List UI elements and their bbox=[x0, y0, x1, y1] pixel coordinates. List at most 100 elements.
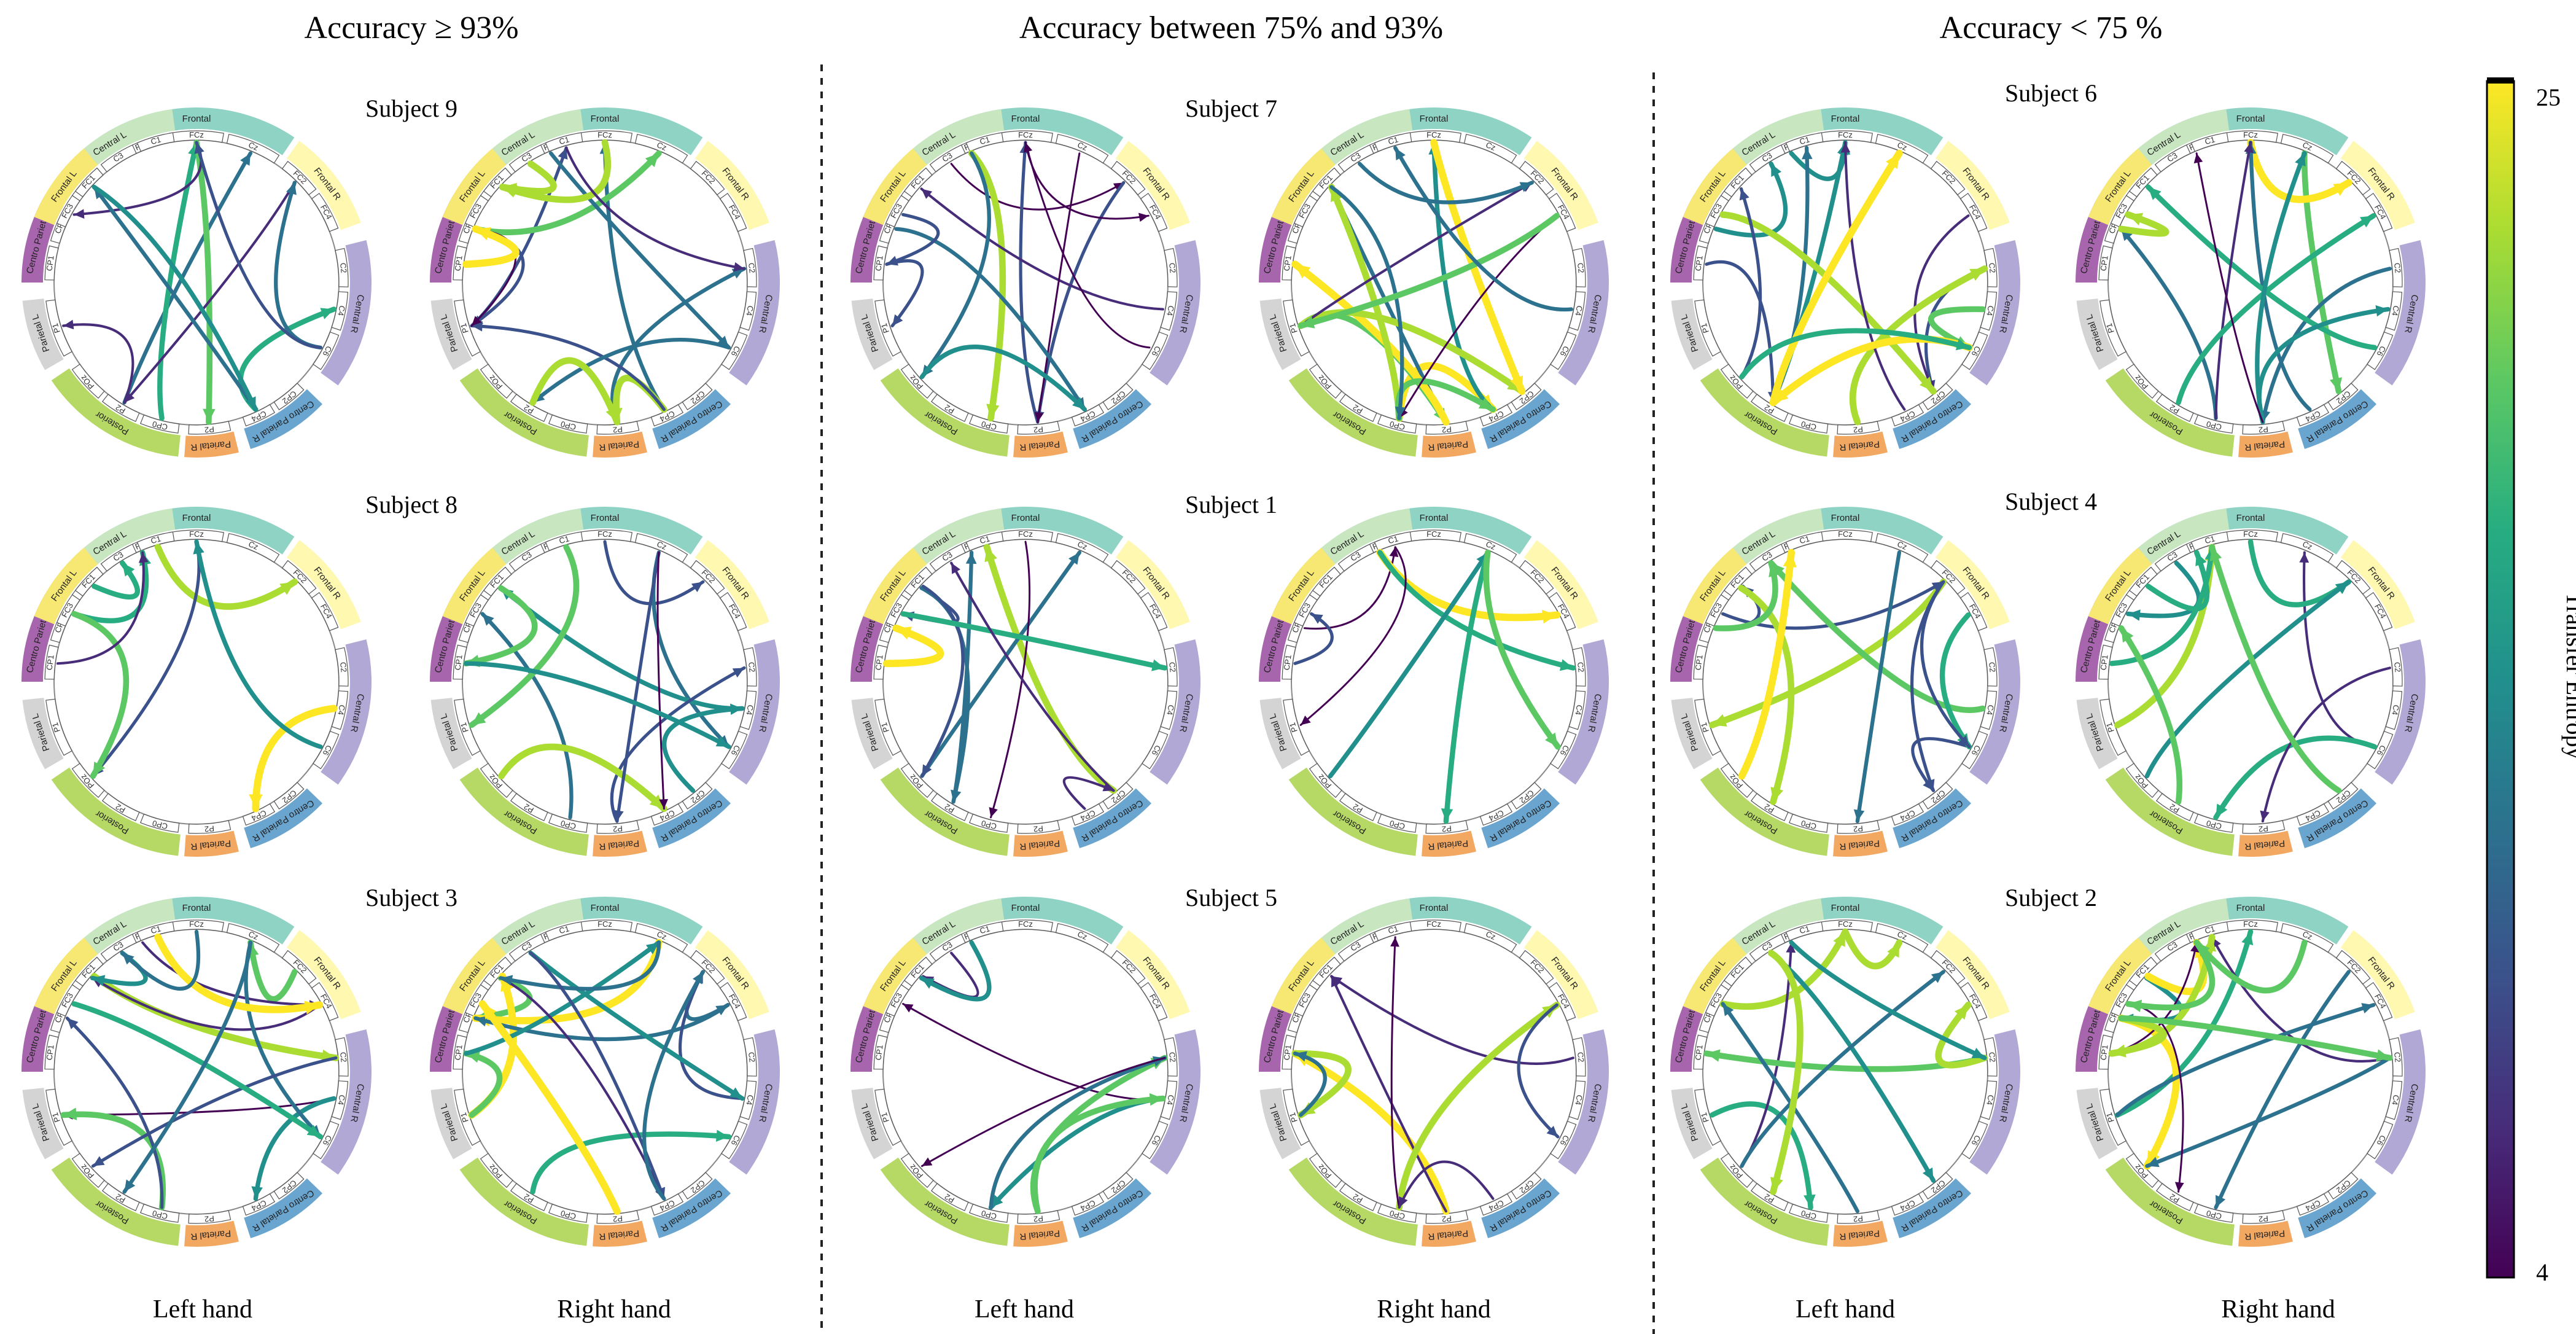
channel-label: P2 bbox=[1853, 424, 1863, 434]
connection-chord bbox=[2146, 550, 2210, 612]
channel-label: C2 bbox=[1987, 262, 1998, 273]
connection-chord bbox=[1517, 1003, 1560, 1139]
channel-box bbox=[1837, 421, 1880, 435]
channel-box bbox=[1694, 1088, 1721, 1146]
channel-label: P1 bbox=[1699, 322, 1711, 334]
connection-arrowhead bbox=[1958, 735, 1969, 747]
channel-box bbox=[2125, 763, 2159, 798]
region-band bbox=[2238, 1220, 2293, 1247]
channel-box bbox=[721, 730, 748, 770]
channel-box bbox=[1548, 192, 1576, 232]
channel-box bbox=[1723, 566, 1753, 597]
channel-box bbox=[2296, 404, 2330, 427]
connection-arrowhead bbox=[92, 975, 106, 986]
channel-label: C6 bbox=[1558, 345, 1571, 358]
channel-box bbox=[634, 922, 688, 953]
channel-label: CP1 bbox=[1693, 255, 1704, 271]
channel-box bbox=[1283, 1088, 1310, 1146]
channel-box bbox=[1749, 144, 1786, 173]
channel-label: P2 bbox=[114, 1192, 126, 1205]
channel-box bbox=[1479, 404, 1513, 427]
channel-label: P2 bbox=[1441, 424, 1452, 434]
connection-chord bbox=[920, 1056, 1166, 1168]
channel-box bbox=[1785, 132, 1824, 152]
channel-label: FCz bbox=[189, 919, 204, 929]
channel-box bbox=[743, 1037, 757, 1077]
channel-box bbox=[480, 763, 513, 798]
channel-box bbox=[929, 934, 966, 962]
channel-label: CP1 bbox=[1282, 255, 1293, 271]
connection-chord bbox=[498, 743, 667, 812]
connection-chord bbox=[141, 941, 321, 1007]
channel-label: C2 bbox=[2392, 1051, 2403, 1063]
channel-label: FCz bbox=[1426, 130, 1441, 139]
connection-arrowhead bbox=[1510, 375, 1523, 392]
channel-box bbox=[1283, 698, 1310, 756]
region-band bbox=[442, 937, 507, 1015]
channel-box bbox=[453, 1034, 467, 1070]
connection-chord bbox=[610, 666, 746, 823]
connection-chord bbox=[2248, 140, 2312, 412]
channel-label: Cz bbox=[1076, 140, 1088, 152]
channel-box bbox=[1425, 1210, 1469, 1224]
channel-label: FCz bbox=[2243, 130, 2258, 139]
connection-arrowhead bbox=[903, 1004, 914, 1013]
connection-chord bbox=[1738, 585, 1795, 805]
channel-box bbox=[1519, 160, 1554, 196]
connection-chord bbox=[1739, 328, 1972, 380]
connection-arrowhead bbox=[193, 542, 204, 555]
region-label: Frontal bbox=[2236, 114, 2265, 124]
region-band bbox=[244, 389, 323, 450]
channel-box bbox=[273, 1172, 305, 1199]
channel-label: FCz bbox=[1838, 130, 1853, 139]
channel-label: C2 bbox=[747, 262, 757, 273]
connection-chord bbox=[678, 970, 744, 1101]
connection-chord bbox=[2176, 213, 2376, 405]
channel-box bbox=[1572, 1037, 1586, 1077]
subject-title: Subject 8 bbox=[365, 491, 457, 518]
connection-arrowhead bbox=[1389, 547, 1399, 558]
channel-box bbox=[140, 813, 180, 833]
connection-arrowhead bbox=[138, 552, 149, 563]
channel-box bbox=[313, 1120, 340, 1160]
region-band bbox=[430, 1088, 472, 1160]
connection-chord bbox=[1939, 612, 1972, 750]
channel-label: C1 bbox=[558, 135, 570, 146]
channel-box bbox=[2385, 1080, 2403, 1120]
connection-arrowhead bbox=[93, 762, 106, 776]
connection-chord bbox=[1358, 162, 1534, 205]
channel-label: C4 bbox=[1985, 305, 1996, 316]
channel-box bbox=[1750, 394, 1789, 423]
connection-arrowhead bbox=[2376, 1049, 2390, 1062]
connection-chord bbox=[499, 139, 611, 203]
channel-label: C2 bbox=[2392, 262, 2403, 273]
connection-chord bbox=[919, 345, 1088, 412]
channel-label: P2 bbox=[522, 403, 535, 416]
channel-label: C6 bbox=[730, 744, 742, 757]
connection-arrowhead bbox=[2148, 187, 2162, 200]
connection-arrowhead bbox=[2260, 810, 2270, 822]
region-band bbox=[1935, 540, 2010, 630]
channel-label: CP0 bbox=[2205, 819, 2222, 832]
channel-box bbox=[997, 919, 1054, 932]
channel-box bbox=[1705, 594, 1729, 627]
channel-box bbox=[1817, 130, 1874, 143]
region-band bbox=[2298, 389, 2377, 450]
channel-box bbox=[739, 690, 757, 730]
channel-box bbox=[2385, 291, 2403, 331]
channel-box bbox=[1164, 1037, 1178, 1077]
region-label: Frontal bbox=[182, 903, 211, 913]
connection-chord bbox=[1713, 161, 1788, 238]
connection-arrowhead bbox=[1969, 268, 1985, 281]
hand-label-right-3: Right hand bbox=[2221, 1295, 2335, 1324]
region-band bbox=[1893, 1178, 1972, 1239]
channel-box bbox=[577, 130, 633, 143]
channel-box bbox=[743, 647, 757, 687]
channel-box bbox=[2327, 782, 2359, 809]
region-label: Parietal R bbox=[599, 838, 640, 852]
channel-box bbox=[226, 133, 280, 164]
connection-chord bbox=[2261, 666, 2391, 823]
channel-box bbox=[1720, 763, 1754, 798]
connection-arrowhead bbox=[63, 1107, 77, 1120]
channel-box bbox=[71, 763, 105, 798]
